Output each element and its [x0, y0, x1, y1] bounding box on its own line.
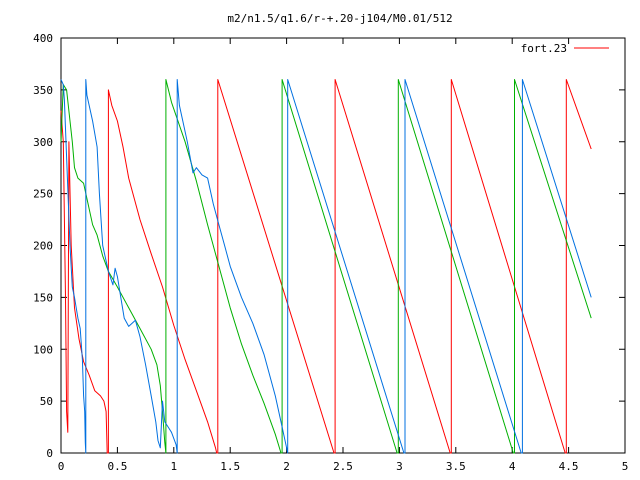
x-tick-label: 3.5	[446, 460, 466, 473]
series-line-3	[60, 79, 592, 454]
y-tick-label: 300	[33, 136, 53, 149]
y-tick-label: 0	[46, 447, 53, 460]
x-tick-label: 1.5	[220, 460, 240, 473]
y-tick-label: 150	[33, 291, 53, 304]
x-tick-label: 3	[396, 460, 403, 473]
y-tick-label: 250	[33, 188, 53, 201]
data-series	[60, 79, 592, 454]
x-tick-label: 5	[622, 460, 629, 473]
x-tick-label: 4	[509, 460, 516, 473]
x-tick-label: 2	[283, 460, 290, 473]
y-tick-label: 100	[33, 343, 53, 356]
x-tick-label: 1	[170, 460, 177, 473]
y-tick-label: 400	[33, 32, 53, 45]
series-line-1	[60, 79, 592, 454]
y-tick-label: 350	[33, 84, 53, 97]
series-line-2	[60, 79, 592, 454]
x-tick-label: 4.5	[559, 460, 579, 473]
plot-area-frame	[60, 37, 626, 454]
y-tick-label: 50	[40, 395, 53, 408]
y-tick-label: 200	[33, 240, 53, 253]
axis-ticks: 0 0.5 1 1.5 2 2.5 3 3.5 4 4.5 50501001502002503003…	[33, 32, 628, 473]
chart-title: m2/n1.5/q1.6/r-+.20-j104/M0.01/512	[227, 12, 452, 25]
x-tick-label: 0	[58, 460, 65, 473]
x-tick-label: 2.5	[333, 460, 353, 473]
x-tick-label: 0.5	[107, 460, 127, 473]
legend: fort.23	[521, 42, 609, 55]
legend-label: fort.23	[521, 42, 567, 55]
